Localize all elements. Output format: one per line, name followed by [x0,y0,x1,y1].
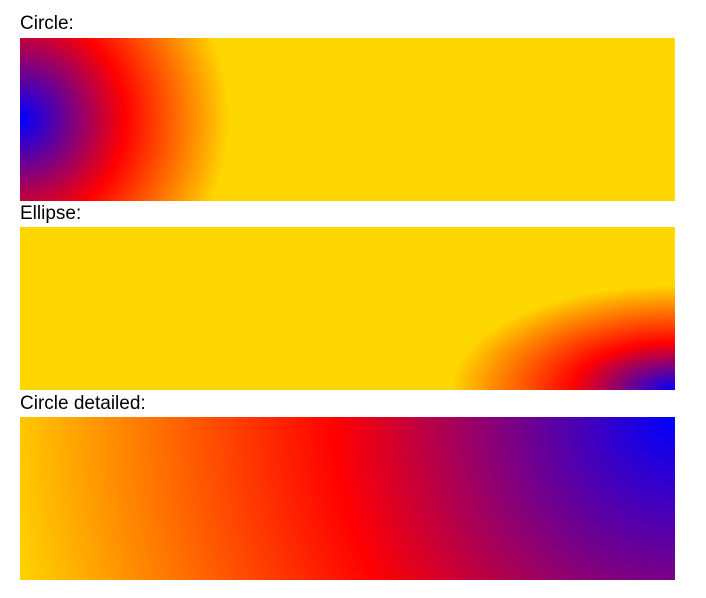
circle-gradient-swatch [20,38,675,201]
circle-detailed-gradient-swatch [20,417,675,580]
ellipse-gradient-swatch [20,227,675,390]
circle-label: Circle: [20,13,74,34]
circle-detailed-label: Circle detailed: [20,393,146,414]
ellipse-label: Ellipse: [20,203,82,224]
